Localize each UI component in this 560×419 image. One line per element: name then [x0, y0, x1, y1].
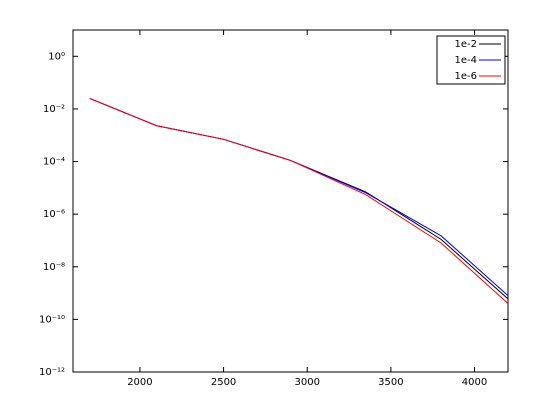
x-tick-label: 4000 — [462, 377, 487, 388]
plot-area — [72, 29, 509, 373]
legend-label: 1e-4 — [455, 55, 478, 66]
y-tick-label: 10⁻¹⁰ — [39, 314, 65, 325]
y-tick-label: 10⁻⁴ — [43, 157, 65, 168]
y-tick-label: 10⁻⁸ — [43, 262, 65, 273]
y-tick-label: 10⁻¹² — [39, 367, 65, 378]
x-tick-label: 2500 — [211, 377, 236, 388]
x-tick-label: 2000 — [127, 377, 152, 388]
x-tick-label: 3000 — [295, 377, 320, 388]
legend-label: 1e-2 — [455, 39, 478, 50]
y-tick-label: 10⁰ — [48, 51, 65, 62]
legend-label: 1e-6 — [455, 71, 478, 82]
series-line — [89, 97, 509, 304]
x-tick-label: 3500 — [378, 377, 403, 388]
y-tick-label: 10⁻² — [43, 104, 65, 115]
y-tick-label: 10⁻⁶ — [43, 209, 65, 220]
